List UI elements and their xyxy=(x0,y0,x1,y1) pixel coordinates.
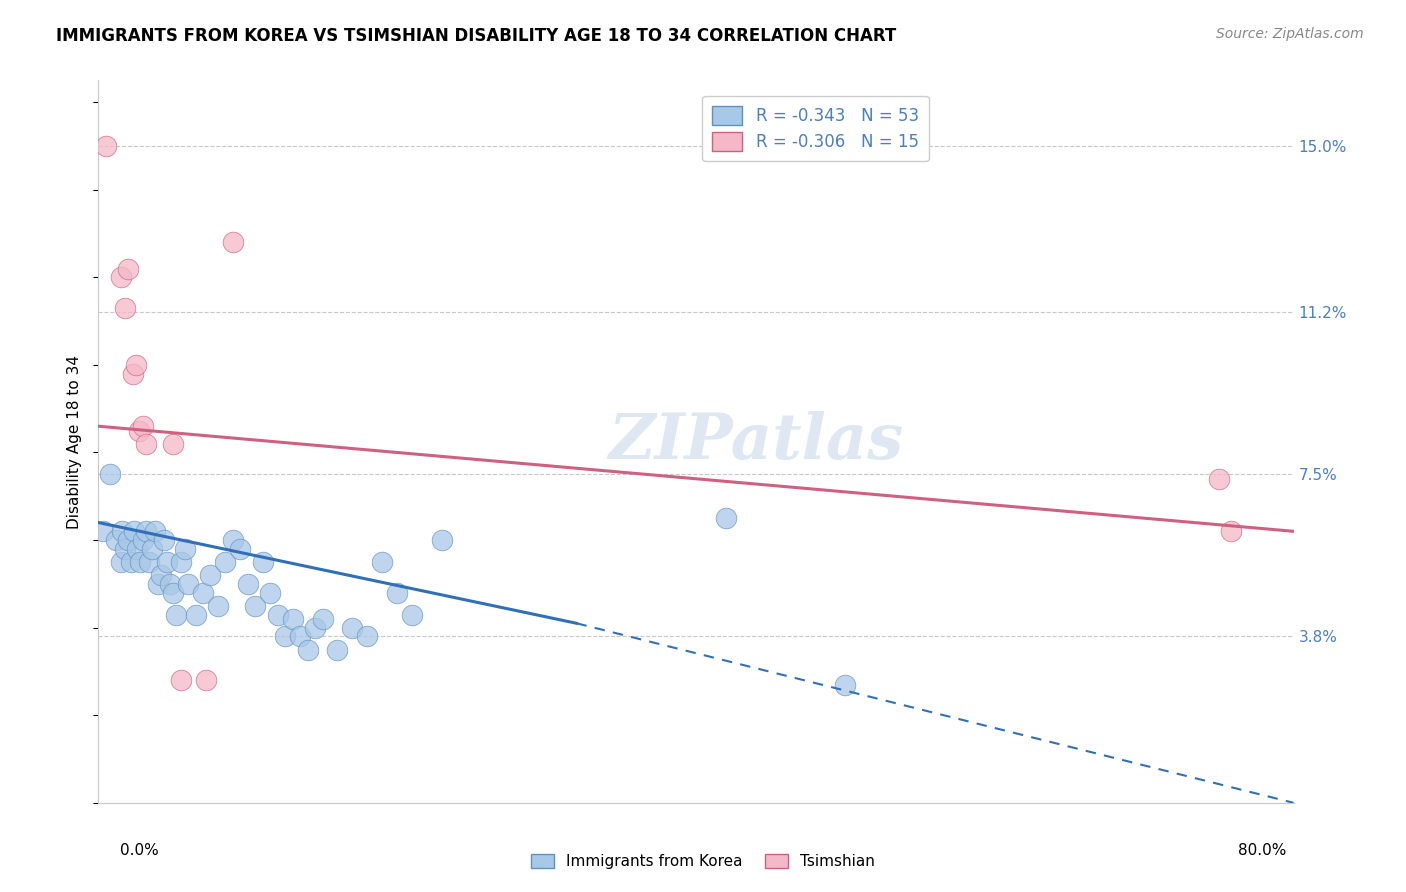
Point xyxy=(200,568,222,582)
Point xyxy=(195,673,218,688)
Point xyxy=(430,533,453,547)
Point xyxy=(132,533,155,547)
Point xyxy=(267,607,290,622)
Point xyxy=(162,585,184,599)
Point xyxy=(169,673,191,688)
Legend: R = -0.343   N = 53, R = -0.306   N = 15: R = -0.343 N = 53, R = -0.306 N = 15 xyxy=(702,95,929,161)
Text: IMMIGRANTS FROM KOREA VS TSIMSHIAN DISABILITY AGE 18 TO 34 CORRELATION CHART: IMMIGRANTS FROM KOREA VS TSIMSHIAN DISAB… xyxy=(56,27,897,45)
Point xyxy=(159,577,181,591)
Point xyxy=(128,424,150,438)
Point xyxy=(132,419,155,434)
Point xyxy=(150,568,173,582)
Point xyxy=(153,533,176,547)
Point xyxy=(222,533,245,547)
Point xyxy=(135,436,157,450)
Point xyxy=(138,555,160,569)
Point xyxy=(214,555,236,569)
Point xyxy=(143,524,166,539)
Point xyxy=(236,577,259,591)
Point xyxy=(1219,524,1241,539)
Point xyxy=(326,642,349,657)
Point xyxy=(1208,472,1230,486)
Point xyxy=(401,607,423,622)
Point xyxy=(121,367,143,381)
Point xyxy=(135,524,157,539)
Legend: Immigrants from Korea, Tsimshian: Immigrants from Korea, Tsimshian xyxy=(524,848,882,875)
Point xyxy=(105,533,128,547)
Point xyxy=(311,612,333,626)
Point xyxy=(714,511,737,525)
Text: Source: ZipAtlas.com: Source: ZipAtlas.com xyxy=(1216,27,1364,41)
Point xyxy=(229,541,252,556)
Point xyxy=(125,358,148,372)
Point xyxy=(288,629,311,643)
Point xyxy=(169,555,191,569)
Point xyxy=(110,270,132,285)
Point xyxy=(274,629,297,643)
Point xyxy=(385,585,409,599)
Point xyxy=(207,599,229,613)
Point xyxy=(245,599,267,613)
Point xyxy=(281,612,304,626)
Point xyxy=(165,607,187,622)
Point xyxy=(191,585,214,599)
Point xyxy=(129,555,152,569)
Text: 80.0%: 80.0% xyxy=(1239,843,1286,858)
Y-axis label: Disability Age 18 to 34: Disability Age 18 to 34 xyxy=(67,354,83,529)
Text: 0.0%: 0.0% xyxy=(120,843,159,858)
Point xyxy=(174,541,197,556)
Point xyxy=(184,607,207,622)
Point xyxy=(127,541,149,556)
Point xyxy=(148,577,170,591)
Point xyxy=(117,261,139,276)
Point xyxy=(834,677,856,691)
Point xyxy=(120,555,142,569)
Point xyxy=(162,436,184,450)
Point xyxy=(297,642,319,657)
Point xyxy=(117,533,139,547)
Point xyxy=(98,467,122,482)
Point xyxy=(94,139,117,153)
Point xyxy=(342,621,364,635)
Point xyxy=(111,524,134,539)
Point xyxy=(114,541,136,556)
Point xyxy=(114,301,136,315)
Point xyxy=(124,524,146,539)
Point xyxy=(91,524,114,539)
Text: ZIPatlas: ZIPatlas xyxy=(609,411,903,472)
Point xyxy=(356,629,378,643)
Point xyxy=(252,555,274,569)
Point xyxy=(141,541,163,556)
Point xyxy=(304,621,326,635)
Point xyxy=(259,585,281,599)
Point xyxy=(222,235,245,250)
Point xyxy=(156,555,179,569)
Point xyxy=(371,555,394,569)
Point xyxy=(177,577,200,591)
Point xyxy=(110,555,132,569)
